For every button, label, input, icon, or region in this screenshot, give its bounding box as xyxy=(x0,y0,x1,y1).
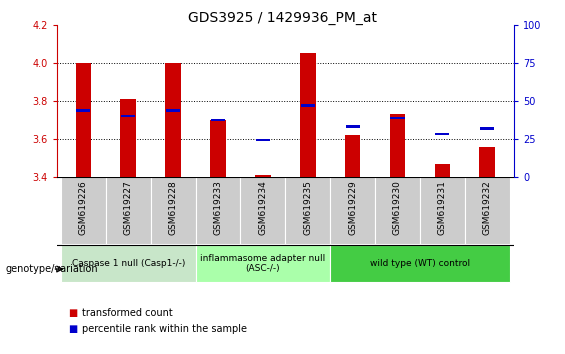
Text: percentile rank within the sample: percentile rank within the sample xyxy=(82,324,247,334)
Text: ■: ■ xyxy=(68,324,77,334)
Bar xyxy=(480,127,494,130)
Text: inflammasome adapter null
(ASC-/-): inflammasome adapter null (ASC-/-) xyxy=(200,254,325,273)
Bar xyxy=(76,109,90,112)
Bar xyxy=(166,109,180,112)
Bar xyxy=(256,138,270,141)
Text: GSM619227: GSM619227 xyxy=(124,181,133,235)
Bar xyxy=(375,177,420,244)
Bar xyxy=(330,245,510,282)
Bar xyxy=(479,147,495,177)
Bar xyxy=(346,125,360,128)
Bar xyxy=(195,245,330,282)
Bar xyxy=(151,177,195,244)
Bar xyxy=(435,133,449,135)
Bar xyxy=(61,245,195,282)
Text: genotype/variation: genotype/variation xyxy=(6,264,98,274)
Text: GSM619228: GSM619228 xyxy=(169,181,177,235)
Bar xyxy=(345,135,360,177)
Bar xyxy=(434,164,450,177)
Bar xyxy=(301,104,315,107)
Text: transformed count: transformed count xyxy=(82,308,173,318)
Bar xyxy=(211,119,225,121)
Text: GSM619230: GSM619230 xyxy=(393,181,402,235)
Bar xyxy=(300,53,316,177)
Bar xyxy=(255,175,271,177)
Text: Caspase 1 null (Casp1-/-): Caspase 1 null (Casp1-/-) xyxy=(72,259,185,268)
Bar xyxy=(420,177,465,244)
Bar xyxy=(390,117,405,119)
Text: GSM619232: GSM619232 xyxy=(483,181,492,235)
Bar xyxy=(195,177,241,244)
Text: GSM619233: GSM619233 xyxy=(214,181,223,235)
Text: GSM619229: GSM619229 xyxy=(348,181,357,235)
Bar xyxy=(330,177,375,244)
Text: GSM619235: GSM619235 xyxy=(303,181,312,235)
Text: GSM619234: GSM619234 xyxy=(258,181,267,235)
Bar xyxy=(166,63,181,177)
Bar xyxy=(285,177,330,244)
Bar xyxy=(465,177,510,244)
Text: wild type (WT) control: wild type (WT) control xyxy=(370,259,470,268)
Text: ■: ■ xyxy=(68,308,77,318)
Bar xyxy=(121,115,136,117)
Bar xyxy=(61,177,106,244)
Bar xyxy=(120,99,136,177)
Bar xyxy=(241,177,285,244)
Bar xyxy=(106,177,151,244)
Bar xyxy=(76,63,92,177)
Text: GSM619226: GSM619226 xyxy=(79,181,88,235)
Text: GDS3925 / 1429936_PM_at: GDS3925 / 1429936_PM_at xyxy=(188,11,377,25)
Bar xyxy=(390,114,405,177)
Text: GSM619231: GSM619231 xyxy=(438,181,447,235)
Bar xyxy=(210,120,226,177)
